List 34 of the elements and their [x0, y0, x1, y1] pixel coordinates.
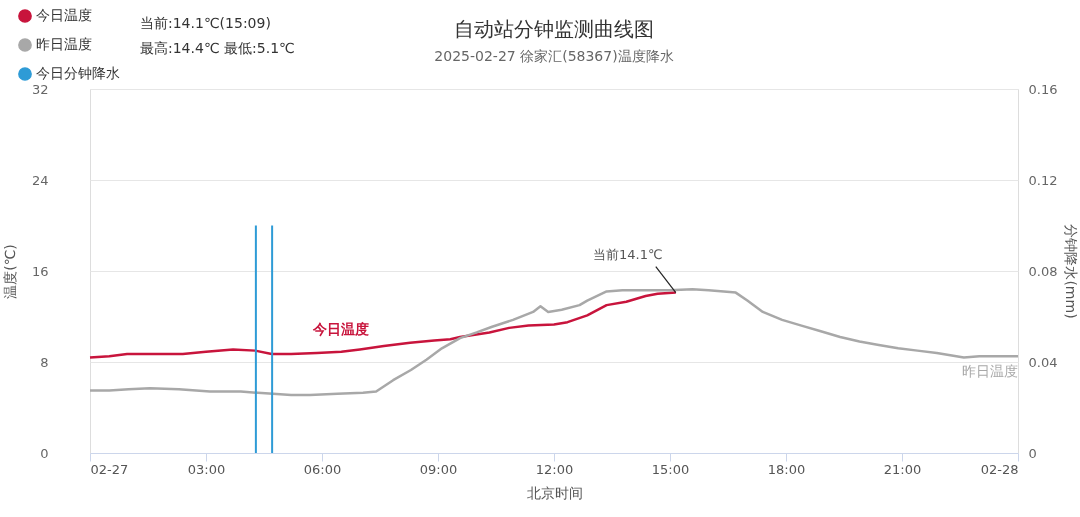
x-axis-title: 北京时间 [526, 484, 583, 501]
line-series [88, 291, 678, 359]
y-tick-label: 16 [31, 263, 49, 279]
annotation: 当前14.1℃ [593, 246, 663, 262]
y-tick-label: 8 [40, 354, 49, 370]
y2-tick-label: 0.12 [1028, 172, 1058, 188]
y2-tick-label: 0 [1028, 445, 1037, 461]
x-tick-label: 02-27 [90, 461, 129, 477]
x-tick-label: 12:00 [535, 461, 574, 477]
y2-tick-label: 0.08 [1028, 263, 1058, 279]
legend-label: 昨日温度 [36, 36, 92, 52]
x-tick-label: 03:00 [187, 461, 226, 477]
y-tick-label: 0 [40, 445, 49, 461]
x-tick-label: 15:00 [651, 461, 690, 477]
text: 最高:14.4℃ 最低:5.1℃ [140, 40, 295, 56]
x-tick-label: 02-28 [980, 461, 1019, 477]
line-series [88, 287, 1020, 397]
y-tick-label: 32 [31, 81, 49, 97]
y-tick-label: 24 [31, 172, 49, 188]
x-tick-label: 18:00 [767, 461, 806, 477]
text: 当前:14.1℃(15:09) [140, 15, 271, 31]
y2-tick-label: 0.16 [1028, 81, 1058, 97]
x-tick-label: 06:00 [303, 461, 342, 477]
text: 昨日温度 [962, 363, 1018, 380]
chart-title: 自动站分钟监测曲线图 [454, 17, 654, 41]
legend-label: 今日温度 [36, 7, 92, 23]
y2-axis-title: 分钟降水(mm) [1063, 224, 1080, 319]
y-axis-title: 温度(℃) [1, 244, 18, 299]
chart-subtitle: 2025-02-27 徐家汇(58367)温度降水 [434, 48, 674, 64]
legend-label: 今日分钟降水 [36, 65, 120, 81]
y2-tick-label: 0.04 [1028, 354, 1058, 370]
x-tick-label: 21:00 [883, 461, 922, 477]
text: 今日温度 [313, 320, 370, 337]
x-tick-label: 09:00 [419, 461, 458, 477]
